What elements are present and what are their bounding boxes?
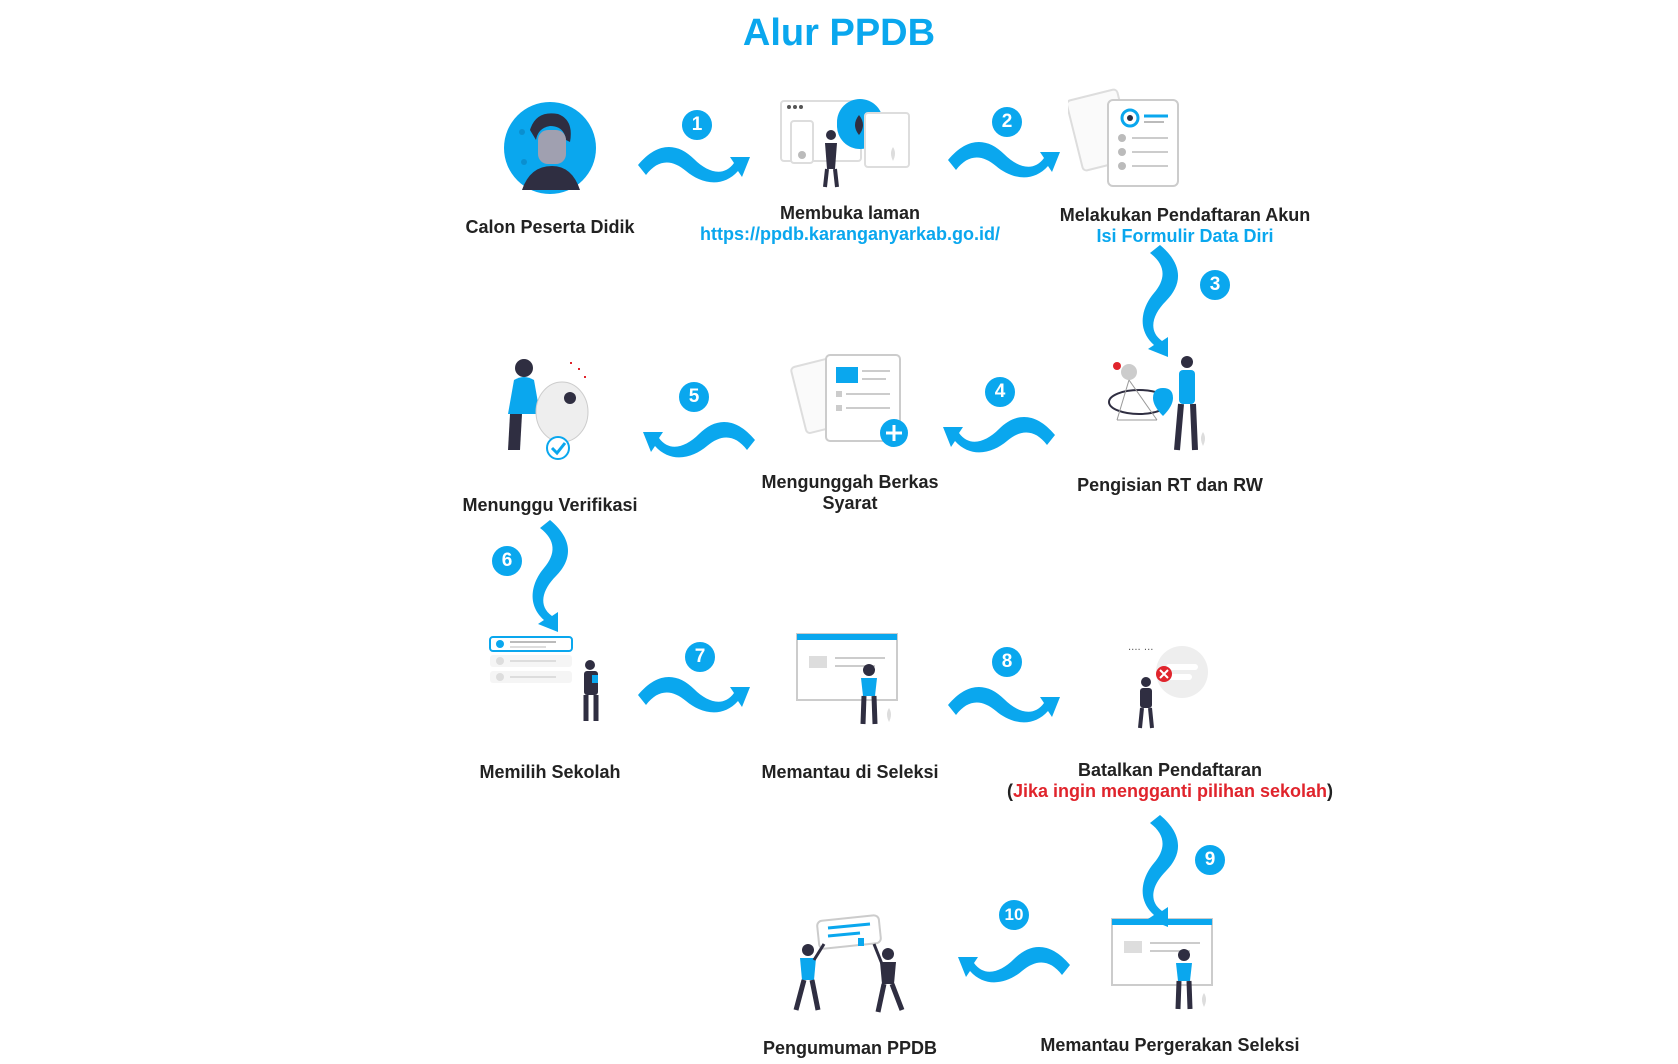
step-label-pengisian-rt-rw: Pengisian RT dan RW	[1077, 475, 1263, 495]
svg-text:.... ...: .... ...	[1128, 642, 1153, 653]
step-label-pengumuman-ppdb: Pengumuman PPDB	[762, 1038, 938, 1058]
step-label-memantau-pergerakan: Memantau Pergerakan Seleksi	[1040, 1035, 1300, 1055]
monitor-selection-illustration	[796, 633, 898, 725]
step-number-5: 5	[677, 380, 711, 414]
choose-school-illustration	[489, 636, 599, 721]
page-title: Alur PPDB	[742, 12, 936, 54]
upload-document-illustration	[790, 354, 908, 447]
registration-form-illustration	[1068, 88, 1179, 187]
website-illustration	[780, 99, 910, 188]
step-label-membuka-laman: Membuka laman https://ppdb.karanganyarka…	[680, 203, 1020, 245]
step-label-memantau-seleksi: Memantau di Seleksi	[761, 762, 939, 782]
arrow-9-down	[1142, 815, 1179, 927]
student-avatar-illustration	[504, 102, 596, 194]
step-label-pendaftaran-akun: Melakukan Pendaftaran Akun Isi Formulir …	[1059, 205, 1311, 246]
announcement-illustration	[793, 914, 905, 1013]
step-number-4: 4	[983, 375, 1017, 409]
ppdb-website-link[interactable]: https://ppdb.karanganyarkab.go.id/	[699, 224, 1001, 244]
step-label-memilih-sekolah: Memilih Sekolah	[479, 762, 621, 782]
step-number-8: 8	[990, 645, 1024, 679]
cancel-registration-illustration: .... ...	[1128, 642, 1208, 729]
step-number-1: 1	[680, 108, 714, 142]
step-number-2: 2	[990, 105, 1024, 139]
step-label-batalkan-pendaftaran: Batalkan Pendaftaran (Jika ingin menggan…	[1006, 760, 1334, 801]
location-map-illustration	[1108, 356, 1205, 451]
step-label-menunggu-verifikasi: Menunggu Verifikasi	[462, 495, 638, 515]
arrow-10-left	[958, 946, 1070, 983]
step-number-7: 7	[683, 640, 717, 674]
step-label-mengunggah-berkas: Mengunggah Berkas Syarat	[761, 472, 939, 513]
verification-illustration	[508, 359, 589, 460]
step-number-9: 9	[1193, 843, 1227, 877]
step-label-calon-peserta-didik: Calon Peserta Didik	[465, 217, 635, 237]
arrow-6-down	[532, 520, 569, 632]
step-number-6: 6	[490, 544, 524, 578]
step-number-3: 3	[1198, 268, 1232, 302]
arrow-3-down	[1142, 245, 1179, 357]
step-number-10: 10	[997, 898, 1031, 932]
monitor-movement-illustration	[1111, 918, 1213, 1010]
